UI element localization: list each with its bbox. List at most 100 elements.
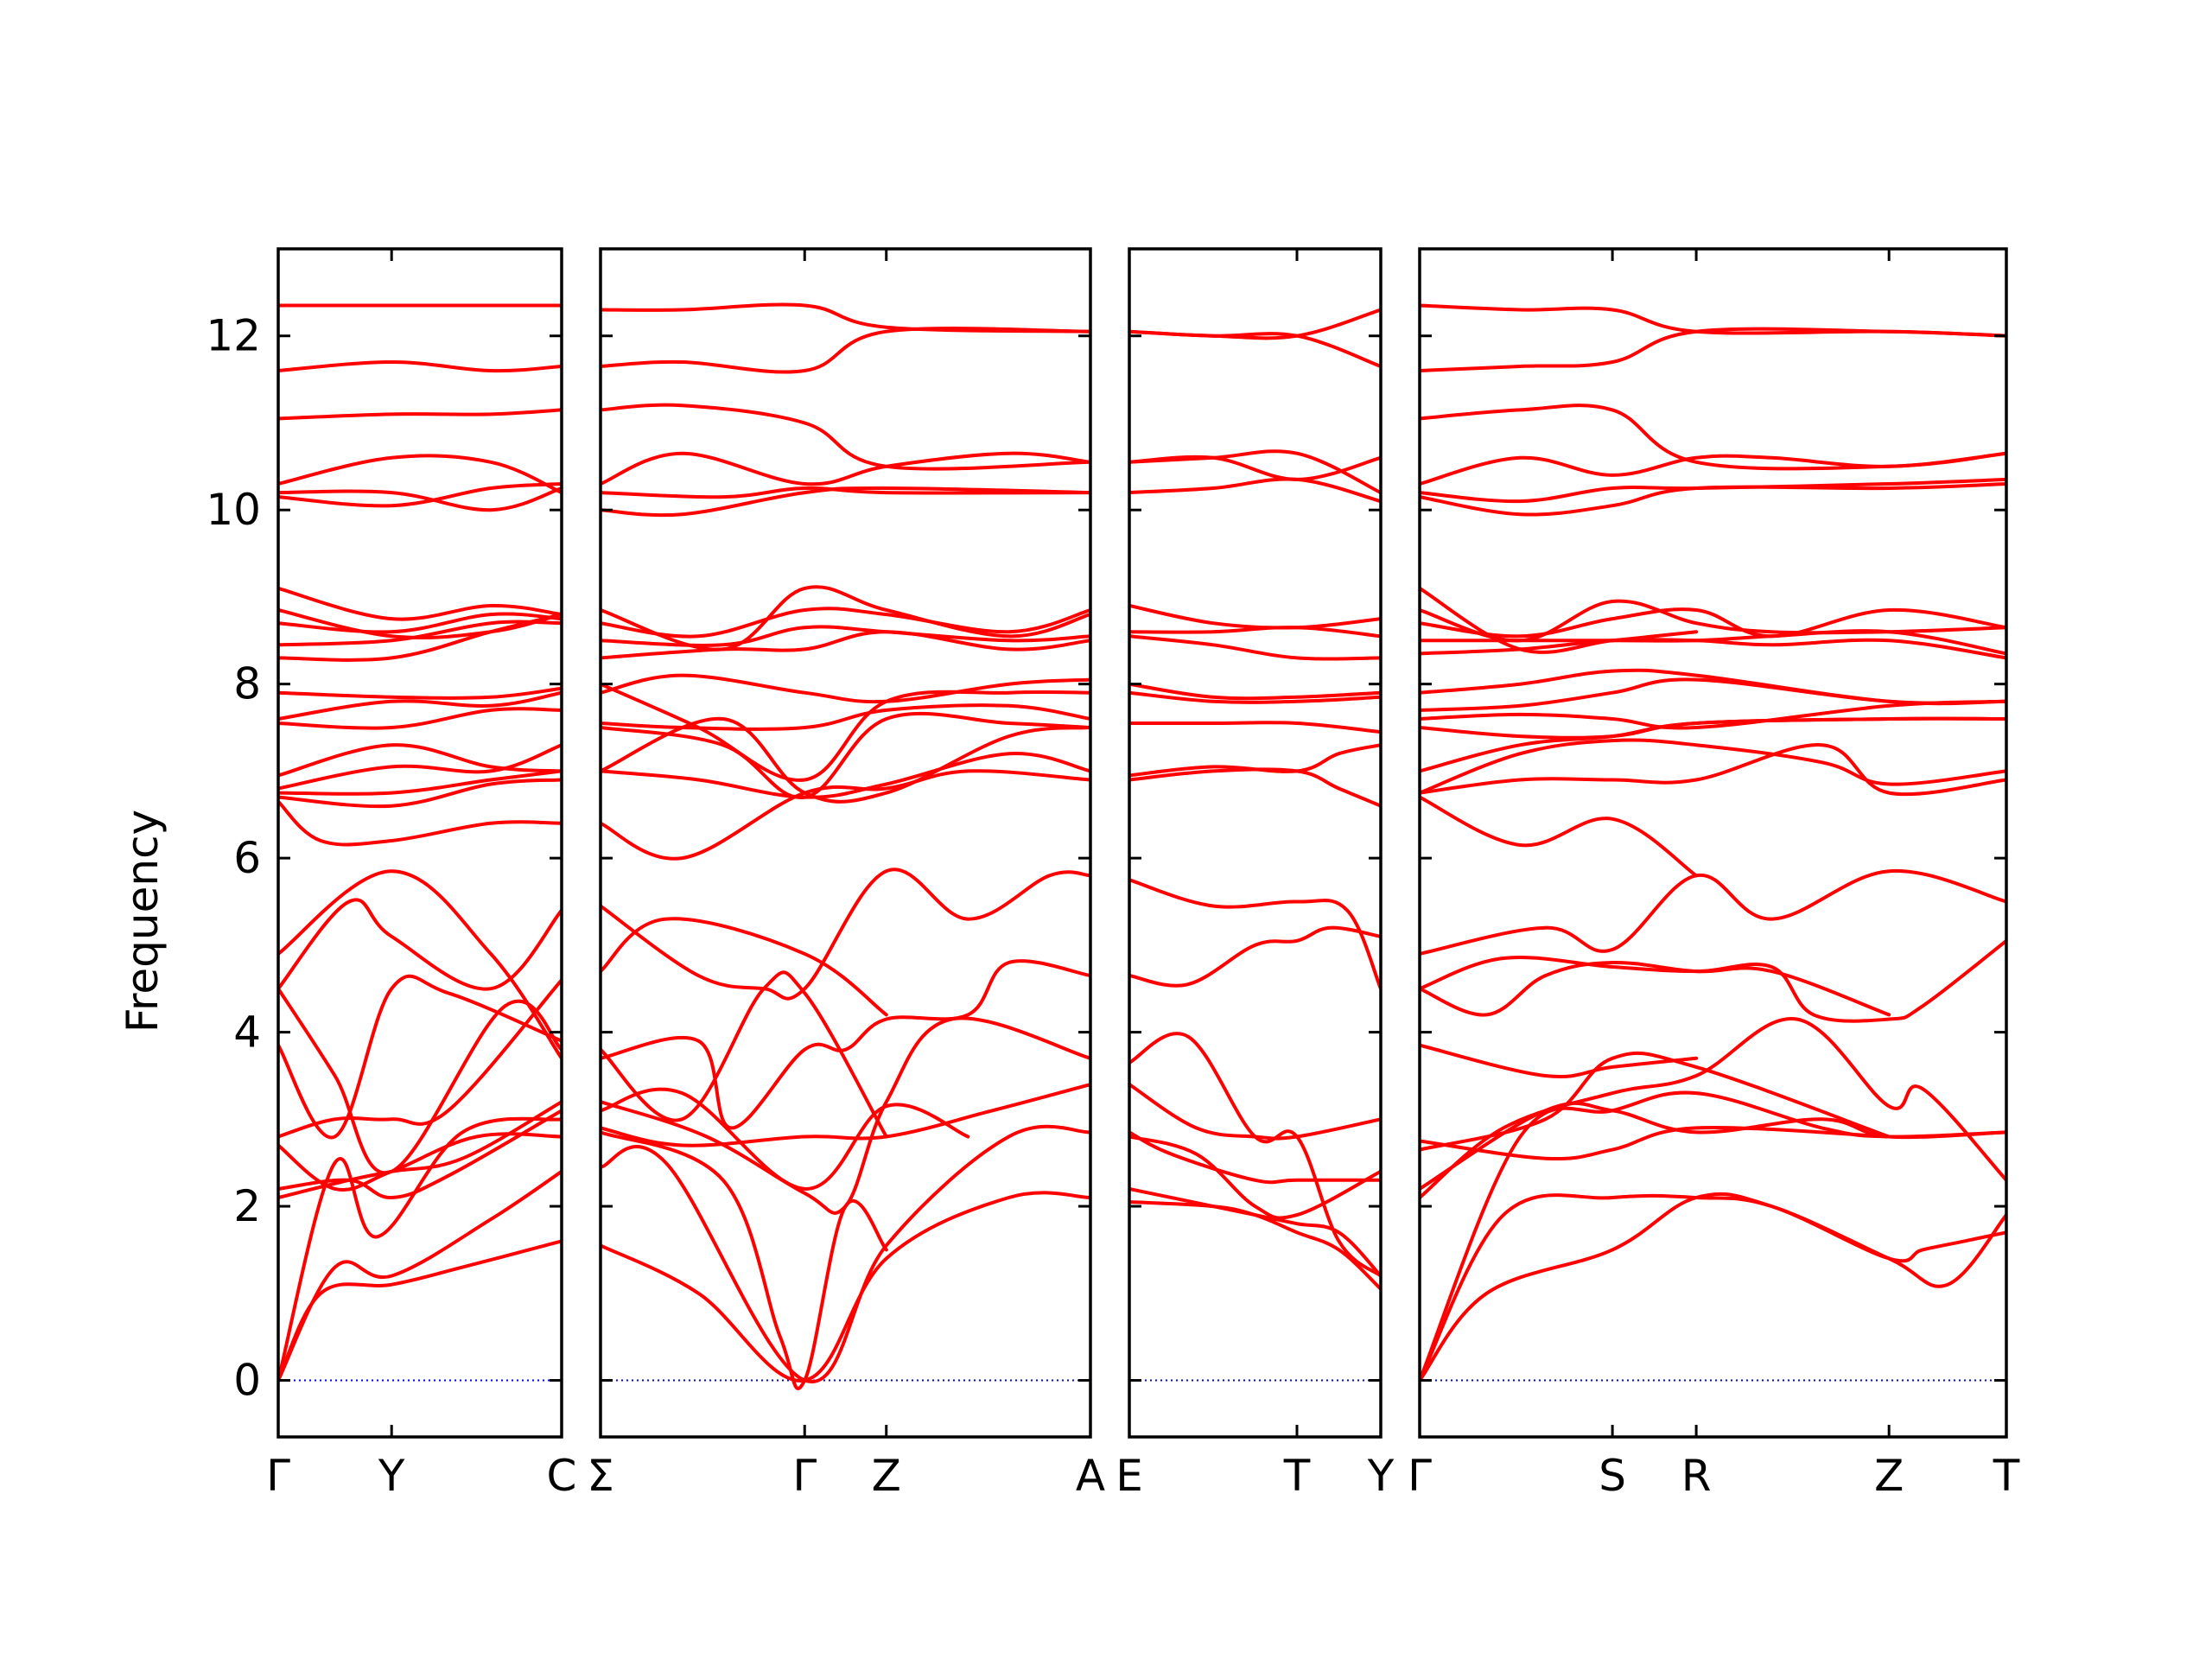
band-line (601, 682, 1090, 782)
band-line (1129, 721, 1381, 734)
y-tick-label: 6 (233, 833, 261, 883)
band-line (1129, 767, 1381, 808)
band-line (1129, 449, 1381, 495)
y-tick-label: 2 (233, 1181, 261, 1231)
x-tick-label: T (1283, 1451, 1311, 1501)
band-line (601, 327, 1090, 374)
band-line (1129, 1186, 1381, 1278)
x-tick-label: Γ (1408, 1451, 1432, 1501)
band-line (1420, 1192, 2006, 1382)
band-line (278, 974, 562, 1140)
band-line (601, 868, 1090, 1001)
band-line (1420, 1193, 2006, 1382)
band-line (278, 408, 562, 421)
band-line (1420, 1051, 1891, 1152)
x-tick-label: S (1599, 1451, 1626, 1501)
y-tick-label: 4 (233, 1007, 261, 1058)
x-tick-label: Y (378, 1451, 405, 1501)
band-line (278, 1169, 562, 1382)
band-line (1129, 477, 1381, 504)
band-line (1420, 699, 2006, 730)
band-line (278, 743, 562, 791)
band-line (601, 585, 1090, 652)
band-line (1129, 1032, 1381, 1278)
panel-frame (1418, 247, 2008, 1439)
panel-frame (1128, 247, 1382, 1439)
band-line (601, 716, 1090, 804)
band-line (278, 620, 562, 647)
x-tick-label: Γ (266, 1451, 290, 1501)
band-line (601, 486, 1090, 499)
band-line (1420, 1101, 2006, 1191)
band-line (1420, 586, 1699, 654)
band-line (1129, 604, 1381, 630)
band-line (1129, 626, 1381, 639)
band-line (278, 360, 562, 373)
y-axis-label: Frequency (118, 810, 168, 1033)
band-group (601, 302, 1090, 1390)
band-line (1420, 1043, 1699, 1079)
band-line (1420, 1125, 1891, 1161)
band-line (1129, 682, 1381, 701)
band-line (1420, 303, 2006, 338)
panel-frame (276, 247, 563, 1439)
band-line (1420, 404, 2006, 471)
band-line (278, 869, 562, 1060)
band-line (278, 743, 562, 778)
band-group (1129, 308, 1381, 1291)
band-line (601, 711, 1090, 799)
x-tick-label: R (1681, 1451, 1712, 1501)
band-line (601, 1124, 1090, 1384)
band-line (601, 1083, 1090, 1147)
band-line (601, 625, 1090, 647)
band-line (1129, 925, 1381, 988)
band-line (278, 1109, 562, 1200)
band-line (1129, 634, 1381, 661)
x-tick-label: Z (1874, 1451, 1904, 1501)
band-line (601, 630, 1090, 660)
band-line (278, 586, 562, 621)
band-line (601, 1191, 1090, 1382)
band-line (1129, 1130, 1381, 1185)
y-tick-label: 12 (206, 311, 261, 361)
band-line (601, 451, 1090, 486)
band-line (1420, 599, 2006, 643)
x-tick-label: Σ (587, 1451, 614, 1501)
band-line (278, 769, 562, 796)
band-line (1420, 743, 2006, 797)
band-line (601, 673, 1090, 704)
band-line (1420, 327, 2006, 372)
band-line (278, 707, 562, 730)
panel-1: Γ Y C 0 2 4 6 8 10 12 (206, 247, 576, 1501)
band-line (1420, 938, 2006, 1023)
band-line (1420, 482, 2006, 517)
band-line (1420, 738, 2006, 795)
band-line (1129, 1083, 1381, 1141)
band-line (601, 769, 1090, 861)
band-line (278, 898, 562, 991)
band-line (1420, 716, 2006, 740)
band-line (601, 970, 888, 1139)
y-tick-label: 10 (206, 485, 261, 535)
y-tick-label: 8 (233, 659, 261, 709)
band-line (1129, 1200, 1381, 1291)
band-line (1129, 454, 1381, 481)
band-line (601, 403, 1090, 471)
band-line (1420, 451, 2006, 486)
band-line (278, 608, 562, 640)
band-line (1129, 690, 1381, 704)
band-line (1129, 308, 1381, 340)
band-line (1129, 743, 1381, 778)
band-line (601, 1016, 1090, 1215)
band-line (1420, 1017, 2006, 1199)
band-line (601, 1130, 888, 1390)
x-tick-label: Γ (792, 1451, 817, 1501)
y-tick-label: 0 (233, 1356, 261, 1406)
band-line (1420, 668, 2006, 706)
band-line (278, 482, 562, 508)
band-line (1420, 638, 2006, 660)
